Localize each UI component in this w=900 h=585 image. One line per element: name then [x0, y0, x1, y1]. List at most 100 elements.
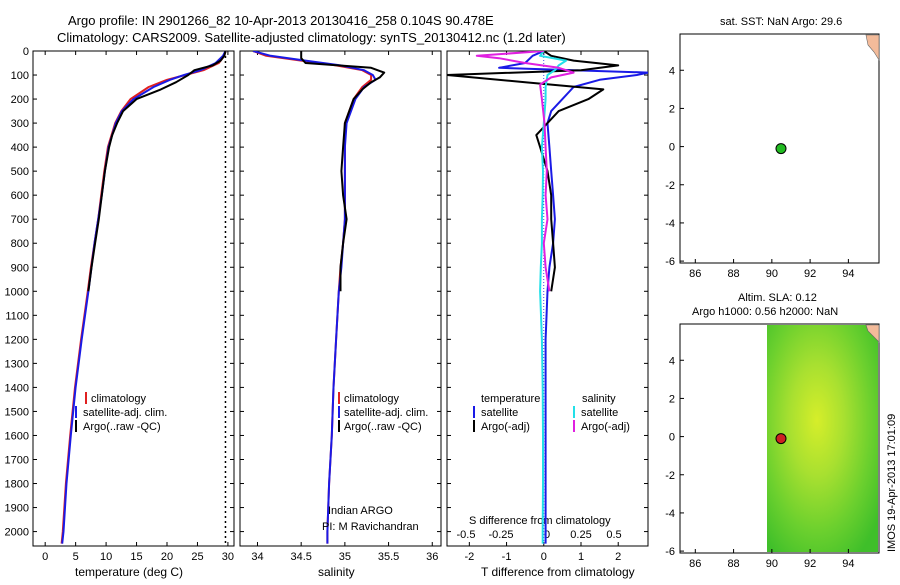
series-line-argo-raw-qc- — [300, 51, 386, 292]
sal-legend-argo: Argo(..raw -QC) — [344, 421, 422, 433]
title-line-2: Climatology: CARS2009. Satellite-adjuste… — [57, 30, 566, 45]
sla-map-ticks: 86 88 90 92 94 4 2 0 -2 -4 -6 — [665, 355, 854, 570]
map-x-tick-label: 94 — [842, 558, 854, 570]
series-line-argo-raw-qc- — [87, 51, 227, 292]
diff-legend-s-satellite: satellite — [581, 407, 618, 419]
map-y-tick-label: -2 — [665, 470, 675, 482]
x-tick-label: 0 — [541, 551, 547, 563]
difference-xlabel: T difference from climatology — [481, 565, 635, 579]
salinity-xlabel: salinity — [318, 565, 355, 579]
depth-tick-label: 1500 — [5, 406, 29, 418]
difference-xlabel-top: S difference from climatology — [469, 515, 611, 527]
depth-tick-label: 1300 — [5, 358, 29, 370]
map-y-tick-label: 4 — [669, 355, 675, 367]
x-tick-label: 36 — [426, 551, 438, 563]
map-y-tick-label: 0 — [669, 142, 675, 154]
legend-climatology: climatology — [91, 393, 147, 405]
x-tick-label: 10 — [100, 551, 112, 563]
depth-tick-label: 200 — [11, 94, 29, 106]
imos-timestamp: IMOS 19-Apr-2013 17:01:09 — [886, 414, 898, 552]
depth-tick-label: 1000 — [5, 286, 29, 298]
series-line-climatology — [252, 51, 373, 544]
salinity-series — [252, 51, 386, 544]
x-tick-label: 2 — [615, 551, 621, 563]
x-tick-label: 34 — [251, 551, 263, 563]
s-diff-tick-label: -0.5 — [457, 529, 476, 541]
depth-tick-label: 0 — [23, 46, 29, 58]
diff-legend-t-argo: Argo(-adj) — [481, 421, 530, 433]
title-line-1: Argo profile: IN 2901266_82 10-Apr-2013 … — [68, 13, 494, 28]
map-x-tick-label: 92 — [804, 268, 816, 280]
x-tick-label: 20 — [161, 551, 173, 563]
map-x-tick-label: 90 — [766, 268, 778, 280]
map-y-tick-label: -4 — [665, 508, 675, 520]
depth-tick-label: 400 — [11, 142, 29, 154]
map-x-tick-label: 88 — [727, 268, 739, 280]
s-diff-tick-label: 0 — [544, 529, 550, 541]
x-tick-label: -2 — [464, 551, 474, 563]
series-line-temperature-satellite — [498, 51, 648, 544]
salinity-legend: climatology satellite-adj. clim. Argo(..… — [322, 392, 428, 533]
map-y-tick-label: -6 — [665, 256, 675, 268]
diff-legend-s-argo: Argo(-adj) — [581, 421, 630, 433]
difference-depth-ticks — [447, 50, 648, 533]
depth-tick-label: 300 — [11, 118, 29, 130]
s-diff-tick-label: 0.25 — [570, 529, 591, 541]
depth-tick-label: 900 — [11, 262, 29, 274]
map-y-tick-label: -4 — [665, 218, 675, 230]
sst-map-land — [865, 34, 880, 62]
series-line-satellite-adj-clim- — [61, 51, 227, 544]
sst-map-ticks: 86 88 90 92 94 4 2 0 -2 -4 -6 — [665, 65, 854, 280]
depth-ticks: 0 100 200 300 400 500 600 700 800 900 1000 1100 1200… — [5, 46, 234, 539]
legend-header-salinity: salinity — [582, 393, 616, 405]
x-tick-label: 0 — [42, 551, 48, 563]
map-y-tick-label: 0 — [669, 432, 675, 444]
sst-map-argo-location — [775, 143, 787, 155]
difference-axes — [446, 50, 649, 547]
sst-map-title: sat. SST: NaN Argo: 29.6 — [720, 16, 842, 28]
salinity-depth-ticks — [240, 50, 441, 533]
temperature-axes — [32, 50, 235, 547]
s-difference-ticks: -0.5 -0.25 0 0.25 0.5 — [457, 529, 622, 541]
sal-legend-climatology: climatology — [344, 393, 400, 405]
map-x-tick-label: 86 — [689, 558, 701, 570]
sal-legend-satellite-adj: satellite-adj. clim. — [344, 407, 428, 419]
x-tick-label: 15 — [130, 551, 142, 563]
salinity-ticks: 34 34.5 35 35.5 36 — [251, 51, 438, 563]
s-diff-tick-label: 0.5 — [606, 529, 621, 541]
map-y-tick-label: 4 — [669, 65, 675, 77]
x-tick-label: 25 — [191, 551, 203, 563]
depth-tick-label: 1800 — [5, 479, 29, 491]
depth-tick-label: 100 — [11, 70, 29, 82]
x-tick-label: 5 — [73, 551, 79, 563]
map-y-tick-label: 2 — [669, 393, 675, 405]
map-y-tick-label: -2 — [665, 180, 675, 192]
x-tick-label: 35.5 — [378, 551, 399, 563]
series-line-salinity-argo-adj- — [475, 51, 575, 292]
s-diff-tick-label: -0.25 — [488, 529, 513, 541]
x-tick-label: 35 — [339, 551, 351, 563]
temperature-legend: climatology satellite-adj. clim. Argo(..… — [75, 392, 167, 433]
depth-tick-label: 2000 — [5, 527, 29, 539]
legend-header-temperature: temperature — [481, 393, 540, 405]
temperature-series — [60, 51, 227, 544]
float-pi: PI: M Ravichandran — [322, 521, 419, 533]
depth-tick-label: 800 — [11, 238, 29, 250]
map-x-tick-label: 88 — [727, 558, 739, 570]
salinity-axes — [239, 50, 442, 547]
sla-map-title-2: Argo h1000: 0.56 h2000: NaN — [692, 306, 838, 318]
map-x-tick-label: 94 — [842, 268, 854, 280]
depth-tick-label: 700 — [11, 214, 29, 226]
temperature-ticks: 0 5 10 15 20 25 30 — [42, 51, 234, 563]
legend-satellite-adj: satellite-adj. clim. — [83, 407, 167, 419]
series-line-satellite-adj-clim- — [252, 51, 377, 544]
depth-tick-label: 1600 — [5, 430, 29, 442]
map-x-tick-label: 90 — [766, 558, 778, 570]
difference-legend: temperature salinity satellite Argo(-adj… — [473, 393, 630, 433]
depth-tick-label: 1900 — [5, 503, 29, 515]
map-x-tick-label: 86 — [689, 268, 701, 280]
temperature-xlabel: temperature (deg C) — [75, 565, 183, 579]
difference-series — [447, 51, 648, 546]
float-program: Indian ARGO — [328, 505, 393, 517]
